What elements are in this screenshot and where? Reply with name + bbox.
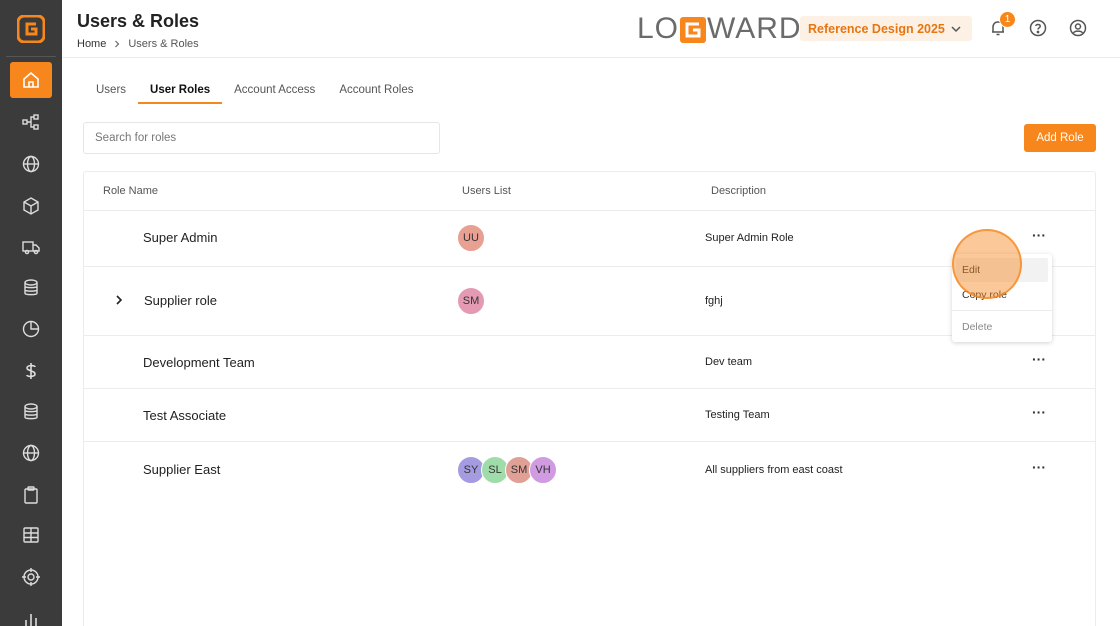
truck-icon xyxy=(22,241,40,255)
role-description: Super Admin Role xyxy=(705,232,794,244)
sidebar-item-reports[interactable] xyxy=(10,311,52,347)
home-icon xyxy=(23,71,39,88)
role-name: Super Admin xyxy=(143,230,218,245)
chevron-right-icon xyxy=(115,40,120,48)
sidebar-item-truck[interactable] xyxy=(10,229,52,265)
sidebar-item-database[interactable] xyxy=(10,270,52,306)
add-role-button[interactable]: Add Role xyxy=(1024,124,1096,152)
sidebar-item-workflow[interactable] xyxy=(10,104,52,140)
sidebar-item-network[interactable] xyxy=(10,435,52,471)
role-description: Testing Team xyxy=(705,409,770,421)
tab-user-roles[interactable]: User Roles xyxy=(138,82,223,104)
help-icon[interactable] xyxy=(1029,19,1047,37)
breadcrumb-current: Users & Roles xyxy=(128,38,199,50)
users-list: UU xyxy=(457,224,485,252)
sidebar-item-finance[interactable] xyxy=(10,353,52,389)
pie-chart-icon xyxy=(22,320,40,338)
database-icon xyxy=(24,403,38,420)
header-divider xyxy=(62,57,1120,58)
role-description: All suppliers from east coast xyxy=(705,464,843,476)
users-list: SM xyxy=(457,287,485,315)
roles-table: Role Name Users List Description Super A… xyxy=(83,171,1096,626)
row-divider xyxy=(84,335,1095,336)
role-name: Test Associate xyxy=(143,408,227,423)
click-indicator xyxy=(952,229,1022,299)
database-icon xyxy=(24,279,38,296)
sidebar xyxy=(0,0,62,626)
brand-logo-suffix: WARD xyxy=(707,12,802,45)
sidebar-item-table[interactable] xyxy=(10,517,52,553)
project-select-value: Reference Design 2025 xyxy=(808,21,945,36)
column-header-users-list: Users List xyxy=(462,185,511,197)
sidebar-item-analytics[interactable] xyxy=(10,600,52,626)
sidebar-item-globe[interactable] xyxy=(10,146,52,182)
menu-item-delete[interactable]: Delete xyxy=(962,321,993,333)
project-select[interactable]: Reference Design 2025 xyxy=(800,16,972,41)
table-header-divider xyxy=(84,210,1095,211)
dollar-icon xyxy=(26,363,36,379)
avatar[interactable]: VH xyxy=(529,456,557,484)
row-divider xyxy=(84,388,1095,389)
chevron-down-icon xyxy=(951,26,961,33)
users-list: SY SL SM VH xyxy=(457,456,557,484)
more-options-icon[interactable]: ··· xyxy=(1032,459,1046,475)
target-icon xyxy=(22,568,40,586)
brand-logo-g-icon xyxy=(680,17,707,43)
tab-account-access[interactable]: Account Access xyxy=(234,84,316,96)
bar-chart-icon xyxy=(25,614,37,626)
brand-logo-prefix: LO xyxy=(637,12,680,45)
menu-divider xyxy=(952,310,1052,311)
table-icon xyxy=(23,527,39,543)
sidebar-item-target[interactable] xyxy=(10,559,52,595)
sidebar-item-clipboard[interactable] xyxy=(10,477,52,513)
sidebar-divider xyxy=(6,56,56,57)
tab-bar: Users User Roles Account Access Account … xyxy=(84,82,425,104)
sidebar-item-storage[interactable] xyxy=(10,394,52,430)
clipboard-icon xyxy=(24,486,38,504)
brand-logo: LO WARD xyxy=(637,12,802,46)
avatar[interactable]: SM xyxy=(505,456,533,484)
chevron-right-icon[interactable] xyxy=(113,294,125,306)
role-name: Supplier role xyxy=(144,293,217,308)
globe-icon xyxy=(22,444,40,462)
tab-users[interactable]: Users xyxy=(96,84,127,96)
user-account-icon[interactable] xyxy=(1069,19,1087,37)
workflow-icon xyxy=(22,114,39,130)
breadcrumb-home[interactable]: Home xyxy=(77,38,107,50)
page-title: Users & Roles xyxy=(77,11,200,31)
package-icon xyxy=(23,197,39,215)
avatar[interactable]: SL xyxy=(481,456,509,484)
row-divider xyxy=(84,266,1095,267)
more-options-icon[interactable]: ··· xyxy=(1032,351,1046,367)
column-header-description: Description xyxy=(711,185,767,197)
breadcrumb: Home Users & Roles xyxy=(77,38,199,50)
role-name: Development Team xyxy=(143,355,255,370)
sidebar-item-home[interactable] xyxy=(10,62,52,98)
avatar[interactable]: SM xyxy=(457,287,485,315)
sidebar-item-package[interactable] xyxy=(10,188,52,224)
more-options-icon[interactable]: ··· xyxy=(1032,404,1046,420)
tab-account-roles[interactable]: Account Roles xyxy=(339,84,414,96)
column-header-role-name: Role Name xyxy=(103,185,159,197)
avatar[interactable]: SY xyxy=(457,456,485,484)
more-options-icon[interactable]: ··· xyxy=(1032,227,1046,243)
avatar[interactable]: UU xyxy=(457,224,485,252)
search-input[interactable] xyxy=(83,122,440,154)
notification-badge: 1 xyxy=(999,11,1016,28)
role-description: fghj xyxy=(705,295,723,307)
row-divider xyxy=(84,441,1095,442)
app-logo-icon[interactable] xyxy=(17,15,45,43)
globe-icon xyxy=(22,155,40,173)
role-description: Dev team xyxy=(705,356,753,368)
role-name: Supplier East xyxy=(143,462,221,477)
